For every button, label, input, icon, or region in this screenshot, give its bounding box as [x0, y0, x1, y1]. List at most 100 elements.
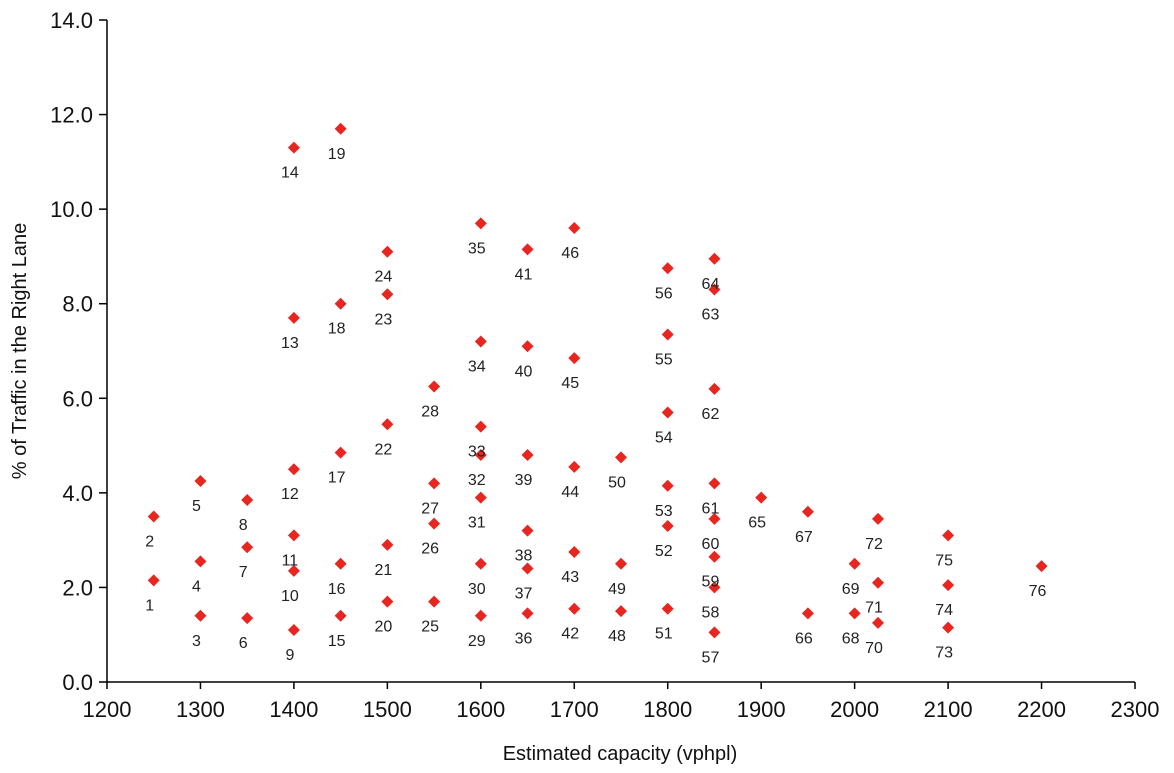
- data-point-marker: [568, 602, 581, 615]
- data-point-marker: [661, 479, 674, 492]
- data-point-marker: [287, 311, 300, 324]
- data-point-marker: [708, 283, 721, 296]
- data-point-label: 75: [935, 552, 953, 569]
- data-point-label: 74: [935, 602, 953, 619]
- y-tick-label: 4.0: [62, 481, 93, 506]
- data-point-marker: [194, 609, 207, 622]
- x-tick-label: 1500: [363, 697, 412, 722]
- data-point-label: 61: [702, 500, 720, 517]
- data-point-marker: [241, 541, 254, 554]
- x-tick-label: 2200: [1017, 697, 1066, 722]
- data-point-label: 64: [702, 276, 720, 293]
- data-point-marker: [568, 460, 581, 473]
- data-point-label: 6: [239, 635, 248, 652]
- data-point-label: 52: [655, 543, 673, 560]
- data-point-label: 13: [281, 335, 299, 352]
- data-point-marker: [287, 529, 300, 542]
- data-point-label: 65: [748, 515, 766, 532]
- data-point-label: 43: [561, 569, 579, 586]
- data-point-label: 22: [374, 441, 392, 458]
- data-point-label: 31: [468, 515, 486, 532]
- data-point-label: 35: [468, 240, 486, 257]
- data-point-marker: [287, 564, 300, 577]
- data-point-label: 4: [192, 578, 201, 595]
- data-point-label: 44: [561, 484, 579, 501]
- data-point-label: 2: [145, 534, 154, 551]
- x-tick-label: 1300: [176, 697, 225, 722]
- x-tick-label: 1200: [83, 697, 132, 722]
- data-point-label: 1: [145, 597, 154, 614]
- data-point-label: 21: [374, 562, 392, 579]
- data-point-label: 23: [374, 311, 392, 328]
- data-point-marker: [474, 609, 487, 622]
- data-point-marker: [474, 335, 487, 348]
- y-axis-ticks: 0.0 2.0 4.0 6.0 8.0 10.0 12.0 14.0: [50, 8, 107, 695]
- data-point-marker: [334, 122, 347, 135]
- data-point-label: 60: [702, 536, 720, 553]
- data-point-marker: [708, 252, 721, 265]
- data-point-label: 69: [842, 581, 860, 598]
- data-point-label: 24: [374, 269, 392, 286]
- y-tick-label: 2.0: [62, 575, 93, 600]
- data-point-label: 42: [561, 626, 579, 643]
- data-point-marker: [194, 475, 207, 488]
- data-point-marker: [381, 288, 394, 301]
- data-points: 1234567891011121314151617181920212223242…: [145, 122, 1048, 666]
- data-point-label: 46: [561, 245, 579, 262]
- data-point-label: 37: [515, 586, 533, 603]
- data-point-marker: [287, 623, 300, 636]
- data-point-marker: [872, 576, 884, 589]
- data-point-label: 57: [702, 649, 720, 666]
- x-tick-label: 1600: [456, 697, 505, 722]
- y-tick-label: 12.0: [50, 103, 93, 128]
- data-point-marker: [661, 262, 674, 275]
- data-point-marker: [1035, 560, 1048, 573]
- data-point-marker: [708, 512, 721, 525]
- data-point-label: 15: [328, 633, 346, 650]
- data-point-marker: [428, 477, 441, 490]
- data-point-marker: [241, 612, 254, 625]
- data-point-marker: [334, 297, 347, 310]
- data-point-marker: [942, 529, 955, 542]
- data-point-label: 7: [239, 564, 248, 581]
- data-point-marker: [241, 493, 254, 506]
- data-point-marker: [287, 463, 300, 476]
- x-tick-label: 2300: [1111, 697, 1160, 722]
- x-axis-ticks: 1200 1300 1400 1500 1600 1700 1800 1900 2000 2100…: [83, 682, 1160, 722]
- data-point-label: 36: [515, 630, 533, 647]
- data-point-label: 3: [192, 633, 201, 650]
- data-point-marker: [568, 352, 581, 365]
- data-point-label: 63: [702, 307, 720, 324]
- y-tick-label: 14.0: [50, 8, 93, 33]
- data-point-marker: [521, 243, 534, 256]
- data-point-marker: [334, 557, 347, 570]
- data-point-label: 73: [935, 645, 953, 662]
- data-point-marker: [801, 505, 814, 518]
- data-point-label: 54: [655, 429, 673, 446]
- data-point-marker: [428, 380, 441, 393]
- data-point-marker: [708, 477, 721, 490]
- data-point-marker: [194, 555, 207, 568]
- data-point-label: 49: [608, 581, 626, 598]
- axes: [106, 20, 1135, 683]
- data-point-marker: [474, 557, 487, 570]
- data-point-marker: [708, 550, 721, 563]
- data-point-marker: [942, 579, 955, 592]
- y-tick-label: 8.0: [62, 292, 93, 317]
- data-point-label: 20: [374, 619, 392, 636]
- data-point-marker: [474, 217, 487, 230]
- data-point-label: 18: [328, 321, 346, 338]
- data-point-marker: [708, 382, 721, 395]
- y-axis-title: % of Traffic in the Right Lane: [9, 223, 31, 479]
- data-point-marker: [708, 581, 721, 594]
- data-point-label: 72: [865, 536, 883, 553]
- data-point-marker: [521, 562, 534, 575]
- data-point-marker: [334, 446, 347, 459]
- data-point-label: 55: [655, 351, 673, 368]
- data-point-label: 29: [468, 633, 486, 650]
- data-point-marker: [474, 491, 487, 504]
- data-point-marker: [474, 420, 487, 433]
- data-point-marker: [661, 602, 674, 615]
- data-point-label: 66: [795, 630, 813, 647]
